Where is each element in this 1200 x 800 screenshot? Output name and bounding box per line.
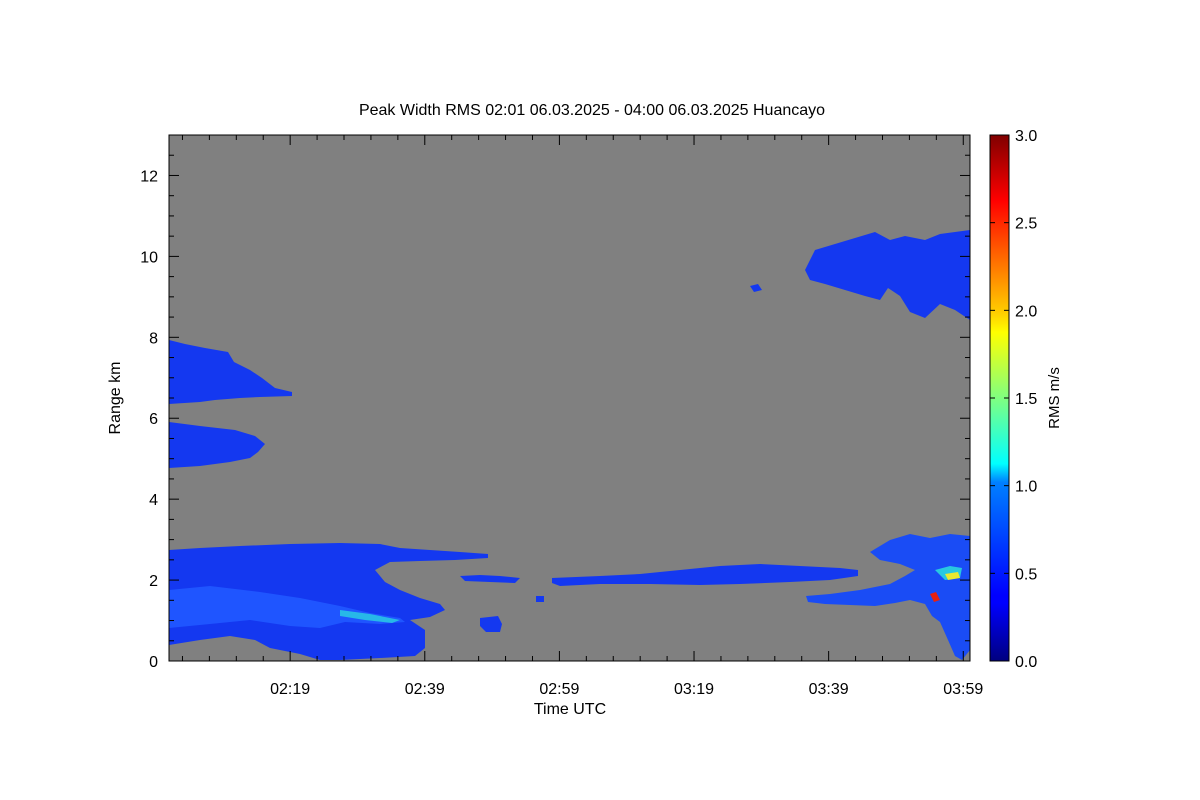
colorbar-tick-label: 1.0 bbox=[1015, 479, 1037, 496]
x-axis-label: Time UTC bbox=[534, 701, 606, 718]
y-tick-label: 0 bbox=[149, 654, 158, 671]
x-tick-label: 02:59 bbox=[539, 681, 579, 698]
region-upper-cloud-right bbox=[805, 230, 970, 320]
x-tick-label: 02:39 bbox=[405, 681, 445, 698]
x-tick-label: 02:19 bbox=[270, 681, 310, 698]
y-axis: 0 2 4 6 8 10 12 bbox=[140, 134, 970, 671]
colorbar-tick-label: 2.5 bbox=[1015, 216, 1037, 233]
y-tick-label: 12 bbox=[140, 168, 158, 185]
region-thin-layer-center-left bbox=[460, 575, 520, 583]
region-mid-layer-left-lower bbox=[169, 422, 265, 468]
region-upper-cloud-right-dot bbox=[750, 284, 762, 292]
region-thin-layer-dot bbox=[536, 596, 544, 602]
y-tick-label: 2 bbox=[149, 573, 158, 590]
y-tick-label: 8 bbox=[149, 330, 158, 347]
colorbar-tick-label: 0.0 bbox=[1015, 654, 1037, 671]
y-tick-label: 6 bbox=[149, 411, 158, 428]
echo-regions bbox=[169, 230, 970, 660]
colorbar-label: RMS m/s bbox=[1046, 367, 1063, 429]
colorbar-tick-label: 0.5 bbox=[1015, 566, 1037, 583]
region-low-cloud-right-yellow bbox=[945, 572, 960, 580]
region-low-cloud-left-highlight bbox=[340, 610, 400, 623]
region-low-cloud-right bbox=[806, 534, 970, 660]
y-tick-label: 4 bbox=[149, 492, 158, 509]
x-tick-label: 03:39 bbox=[809, 681, 849, 698]
y-axis-label: Range km bbox=[107, 362, 124, 435]
x-axis: 02:19 02:39 02:59 03:19 03:39 03:59 bbox=[181, 135, 983, 698]
region-thin-layer-center bbox=[552, 564, 858, 586]
colorbar-ticks: 0.0 0.5 1.0 1.5 2.0 2.5 3.0 bbox=[990, 128, 1037, 671]
x-tick-label: 03:59 bbox=[943, 681, 983, 698]
region-low-cloud-right-red bbox=[930, 592, 940, 602]
region-low-cloud-left-core bbox=[169, 586, 405, 628]
y-tick-label: 10 bbox=[140, 249, 158, 266]
colorbar-tick-label: 3.0 bbox=[1015, 128, 1037, 145]
chart-title: Peak Width RMS 02:01 06.03.2025 - 04:00 … bbox=[359, 102, 825, 119]
region-thin-layer-patch bbox=[480, 616, 502, 632]
x-tick-label: 03:19 bbox=[674, 681, 714, 698]
colorbar-tick-label: 1.5 bbox=[1015, 391, 1037, 408]
region-low-cloud-left bbox=[169, 543, 488, 660]
region-mid-layer-left-upper bbox=[169, 340, 292, 404]
colorbar-tick-label: 2.0 bbox=[1015, 303, 1037, 320]
